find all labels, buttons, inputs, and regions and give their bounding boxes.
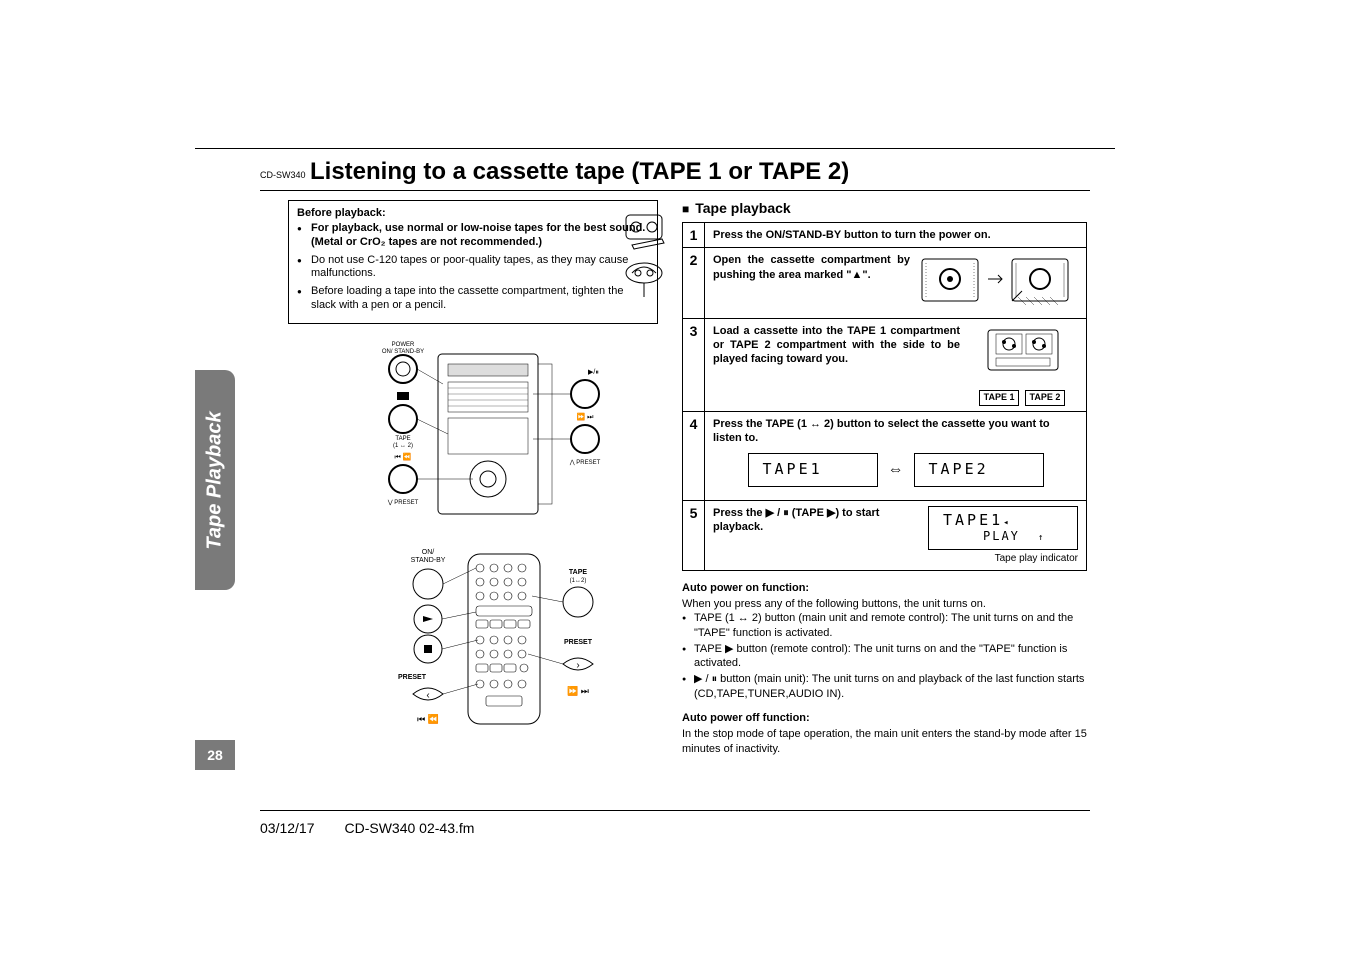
page-title: Listening to a cassette tape (TAPE 1 or … [310, 158, 849, 186]
double-arrow-icon: ⇔ [888, 460, 904, 481]
svg-text:▶/⏸: ▶/⏸ [588, 369, 599, 376]
step-num-1: 1 [683, 223, 705, 247]
cassette-load-icon: TAPE 1 TAPE 2 [968, 324, 1078, 406]
before-heading: Before playback: [297, 207, 649, 219]
auto-on-item-3: ▶ / ⏸ button (main unit): The unit turns… [682, 672, 1087, 701]
before-playback-box: Before playback: For playback, use norma… [288, 200, 658, 324]
step-num-5: 5 [683, 501, 705, 570]
step-row-5: 5 Press the ▶ / ⏸ (TAPE ▶) to start play… [683, 501, 1086, 570]
pencil-cassette-icon [622, 211, 667, 301]
main-unit-diagram: POWER ON/ STAND-BY TAPE (1 ↔ 2) ⏮ ⏪ ⋁ PR… [288, 334, 658, 534]
step-row-3: 3 Load a cassette into the TAPE 1 compar… [683, 319, 1086, 412]
before-item-3: Before loading a tape into the cassette … [297, 285, 649, 313]
tape-play-indicator-caption: Tape play indicator [928, 552, 1078, 565]
left-column: Before playback: For playback, use norma… [288, 200, 658, 734]
play-display: TAPE1◂ PLAY ↑ Tape play indicator [928, 506, 1078, 565]
display-play-sub: PLAY [983, 529, 1020, 543]
step-body-2: Open the cassette compartment by pushing… [705, 248, 1086, 317]
title-rule [260, 190, 1090, 191]
label-remote-preset-l: PRESET [398, 674, 427, 681]
tape2-label: TAPE 2 [1025, 390, 1066, 406]
step-row-4: 4 Press the TAPE (1 ↔ 2) button to selec… [683, 412, 1086, 501]
svg-text:‹: ‹ [426, 690, 429, 701]
page-number: 28 [207, 747, 223, 763]
step-num-4: 4 [683, 412, 705, 500]
footer-file: CD-SW340 02-43.fm [345, 820, 475, 836]
model-label: CD-SW340 [260, 170, 306, 180]
steps-table: 1 Press the ON/STAND-BY button to turn t… [682, 222, 1087, 571]
before-item-2: Do not use C-120 tapes or poor-quality t… [297, 254, 649, 282]
auto-on-item-1: TAPE (1 ↔ 2) button (main unit and remot… [682, 611, 1087, 640]
section-title-text: Tape playback [695, 200, 790, 216]
display-tape2: TAPE2 [914, 453, 1044, 487]
cassette-open-icon [918, 253, 1078, 312]
step-row-2: 2 Open the cassette compartment by pushi… [683, 248, 1086, 318]
auto-on-heading: Auto power on function: [682, 581, 1087, 595]
auto-power-on-section: Auto power on function: When you press a… [682, 581, 1087, 701]
step-num-2: 2 [683, 248, 705, 317]
label-standby2: STAND-BY [411, 557, 446, 564]
footer-date: 03/12/17 [260, 820, 315, 836]
label-preset-down: ⋁ PRESET [387, 499, 419, 506]
svg-text:⏩ ⏭: ⏩ ⏭ [567, 685, 589, 696]
footer-rule [260, 810, 1090, 811]
top-rule [195, 148, 1115, 149]
side-tab-label: Tape Playback [204, 411, 227, 549]
footer: 03/12/17 CD-SW340 02-43.fm [260, 820, 1090, 836]
step-body-5: Press the ▶ / ⏸ (TAPE ▶) to start playba… [705, 501, 1086, 570]
square-bullet-icon: ■ [682, 202, 689, 216]
side-tab: Tape Playback [195, 370, 235, 590]
auto-off-heading: Auto power off function: [682, 711, 1087, 725]
page-number-box: 28 [195, 740, 235, 770]
before-item-1: For playback, use normal or low-noise ta… [297, 222, 649, 250]
label-tape: TAPE [395, 436, 410, 442]
label-preset-up: ⋀ PRESET [569, 459, 601, 466]
label-tape-sub: (1 ↔ 2) [393, 443, 413, 449]
svg-text:⏩ ⏭: ⏩ ⏭ [577, 412, 595, 421]
display-play-tape: TAPE1 [943, 511, 1003, 529]
step-body-4: Press the TAPE (1 ↔ 2) button to select … [705, 412, 1086, 500]
svg-text:›: › [576, 660, 579, 671]
step-text-4: Press the TAPE (1 ↔ 2) button to select … [713, 417, 1078, 446]
auto-on-item-2: TAPE ▶ button (remote control): The unit… [682, 642, 1087, 671]
tape1-label: TAPE 1 [979, 390, 1020, 406]
step-num-3: 3 [683, 319, 705, 411]
step-text-1: Press the ON/STAND-BY button to turn the… [705, 223, 1086, 247]
label-remote-tape: TAPE [569, 569, 587, 576]
remote-diagram: ON/ STAND-BY [288, 544, 658, 734]
step-text-2: Open the cassette compartment by pushing… [713, 253, 910, 282]
svg-text:⏮ ⏪: ⏮ ⏪ [417, 713, 439, 724]
auto-off-text: In the stop mode of tape operation, the … [682, 727, 1087, 756]
label-remote-tape-sub: (1↔2) [570, 578, 587, 584]
step-body-3: Load a cassette into the TAPE 1 compartm… [705, 319, 1086, 411]
right-column: ■ Tape playback 1 Press the ON/STAND-BY b… [682, 200, 1087, 756]
step-row-1: 1 Press the ON/STAND-BY button to turn t… [683, 223, 1086, 248]
step-text-3: Load a cassette into the TAPE 1 compartm… [713, 324, 960, 367]
auto-on-intro: When you press any of the following butt… [682, 597, 1087, 611]
step-text-5: Press the ▶ / ⏸ (TAPE ▶) to start playba… [713, 506, 920, 535]
label-standby1: ON/ [422, 549, 435, 556]
label-remote-preset-r: PRESET [564, 639, 593, 646]
label-power: POWER [392, 342, 415, 348]
auto-power-off-section: Auto power off function: In the stop mod… [682, 711, 1087, 756]
display-tape1: TAPE1 [748, 453, 878, 487]
section-heading: ■ Tape playback [682, 200, 1087, 216]
svg-text:⏮ ⏪: ⏮ ⏪ [395, 452, 412, 461]
